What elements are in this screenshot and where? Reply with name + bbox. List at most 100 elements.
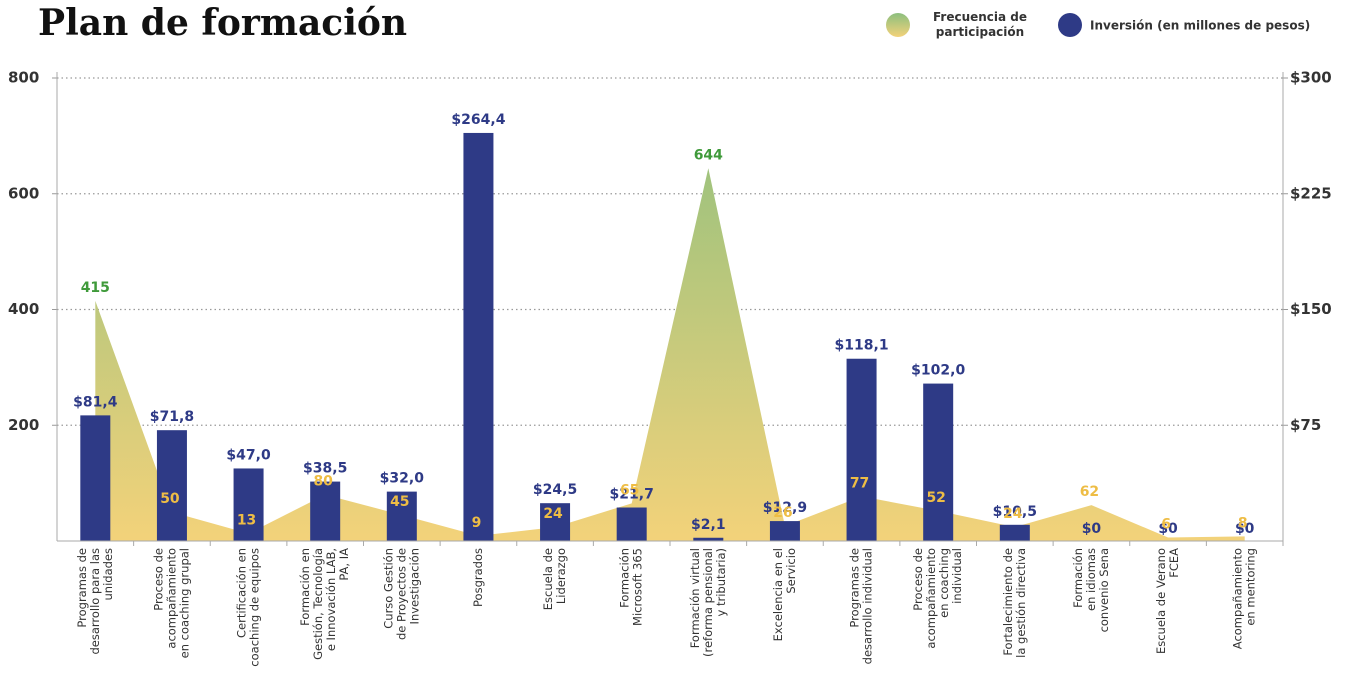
bar (693, 537, 724, 541)
x-tick-label-line: en mentoring (1244, 548, 1258, 626)
x-tick-label-line: en coaching grupal (177, 548, 191, 658)
x-tick-label-line: de Proyectos de (394, 548, 408, 640)
area (95, 168, 1245, 541)
bar (156, 430, 187, 541)
area-value-label: 24 (1003, 506, 1023, 522)
bar-value-label: $32,0 (380, 471, 425, 487)
area-value-label: 644 (694, 147, 723, 163)
x-tick-label: Proceso de acompañamiento en coaching grup… (151, 548, 191, 658)
x-tick-label-line: desarrollo para las (88, 548, 102, 655)
x-tick-label-line: individual (950, 548, 964, 604)
bar-value-label: $10,5 (993, 504, 1037, 520)
area-value-label: 9 (472, 515, 482, 531)
area-value-label: 45 (390, 494, 409, 510)
x-tick-label-line: en idiomas (1084, 548, 1098, 611)
x-tick-label: Curso Gestión de Proyectos de Investigació… (381, 548, 421, 640)
y2-tick-label: $300 (1290, 69, 1332, 87)
x-tick-label-line: Posgrados (471, 548, 485, 607)
x-tick-label-line: Servicio (784, 548, 798, 594)
x-tick-label-line: Certificación en (235, 548, 249, 638)
bar-value-label: $21,7 (610, 487, 654, 503)
x-tick-label-line: acompañamiento (164, 548, 178, 649)
x-tick-label-line: Curso Gestión (381, 548, 395, 629)
bar-value-label: $0 (1158, 521, 1178, 537)
bar-value-label: $47,0 (226, 447, 271, 463)
bar (540, 503, 571, 541)
x-tick-label-line: FCEA (1167, 548, 1181, 578)
area-value-label: 52 (926, 490, 945, 506)
y-tick-label: 400 (8, 300, 39, 318)
bar-value-label: $102,0 (911, 363, 965, 379)
x-tick-label: Escuela de Liderazgo (541, 548, 568, 610)
x-tick-label-line: Formación (1071, 548, 1085, 608)
area-value-label: 62 (1080, 484, 1099, 500)
area-value-label: 6 (1161, 517, 1171, 533)
y2-tick-label: $75 (1290, 416, 1321, 434)
x-tick-label-line: Proceso de (151, 548, 165, 611)
y2-tick-label: $225 (1290, 184, 1332, 202)
x-tick-label-line: desarrollo individual (861, 548, 875, 664)
bar-value-label: $12,9 (763, 500, 807, 516)
x-tick-label: Posgrados (471, 548, 485, 607)
bar-value-label: $264,4 (451, 112, 505, 128)
bar (80, 415, 111, 541)
x-tick-label-line: Programas de (75, 548, 89, 628)
x-tick-label-line: Formación (618, 548, 632, 608)
y-tick-label: 800 (8, 69, 39, 87)
x-tick-label: Acompañamiento en mentoring (1231, 548, 1258, 649)
area-value-label: 24 (543, 506, 563, 522)
x-tick-label: Fortalecimiento de la gestión directiva (1001, 548, 1028, 658)
x-tick-label-line: Acompañamiento (1231, 548, 1245, 649)
x-tick-label-line: coaching de equipos (248, 548, 262, 667)
x-tick-label-line: Programas de (848, 548, 862, 628)
x-tick-label-line: Formación virtual (688, 548, 702, 648)
x-tick-label-line: Microsoft 365 (631, 548, 645, 626)
bar (310, 481, 341, 541)
x-tick-label: Escuela de Verano FCEA (1154, 548, 1181, 654)
area-value-label: 65 (620, 482, 639, 498)
x-tick-label-line: Excelencia en el (771, 548, 785, 641)
bar (463, 132, 494, 541)
x-tick-label: Certificación en coaching de equipos (235, 548, 262, 667)
bar-value-label: $24,5 (533, 482, 577, 498)
x-tick-label-line: Escuela de (541, 548, 555, 610)
bar-value-label: $118,1 (835, 338, 889, 354)
legend-swatch (886, 13, 910, 37)
bar (233, 468, 264, 541)
x-tick-label-line: PA, IA (337, 548, 351, 581)
x-tick-label-line: e Innovación LAB, (324, 548, 338, 651)
x-tick-label-line: (reforma pensional (701, 548, 715, 657)
area-value-label: 8 (1238, 515, 1248, 531)
x-tick-label-line: y tributaria) (714, 548, 728, 617)
area-value-label: 77 (850, 475, 869, 491)
bar (769, 521, 800, 541)
bar (923, 383, 954, 541)
x-tick-label-line: convenio Sena (1097, 548, 1111, 632)
x-tick-label-line: Fortalecimiento de (1001, 548, 1015, 656)
bar-value-label: $2,1 (691, 517, 726, 533)
bar-value-label: $0 (1082, 521, 1102, 537)
area-value-label: 415 (81, 280, 110, 296)
y-tick-label: 600 (8, 184, 39, 202)
legend-label: Inversión (en millones de pesos) (1090, 19, 1310, 33)
bar-value-label: $38,5 (303, 461, 347, 477)
bar (386, 491, 417, 541)
x-tick-label-line: Formación en (298, 548, 312, 626)
bar-value-label: $71,8 (150, 409, 194, 425)
x-tick-label-line: Gestión, Tecnología (311, 548, 325, 660)
area-value-label: 80 (313, 474, 333, 490)
y-tick-label: 200 (8, 416, 39, 434)
bar-value-label: $0 (1235, 521, 1255, 537)
bar (999, 524, 1030, 541)
area-value-label: 13 (237, 512, 256, 528)
x-tick-label-line: Escuela de Verano (1154, 548, 1168, 654)
x-tick-label-line: acompañamiento (924, 548, 938, 649)
x-tick-label-line: la gestión directiva (1014, 548, 1028, 658)
legend-label: Frecuencia de participación (933, 10, 1027, 39)
x-tick-label: Programas de desarrollo individual (848, 548, 875, 664)
x-tick-label-line: Investigación (407, 548, 421, 624)
x-tick-label-line: unidades (101, 548, 115, 601)
x-tick-label: Formación en idiomas convenio Sena (1071, 548, 1111, 632)
x-tick-label: Excelencia en el Servicio (771, 548, 798, 641)
